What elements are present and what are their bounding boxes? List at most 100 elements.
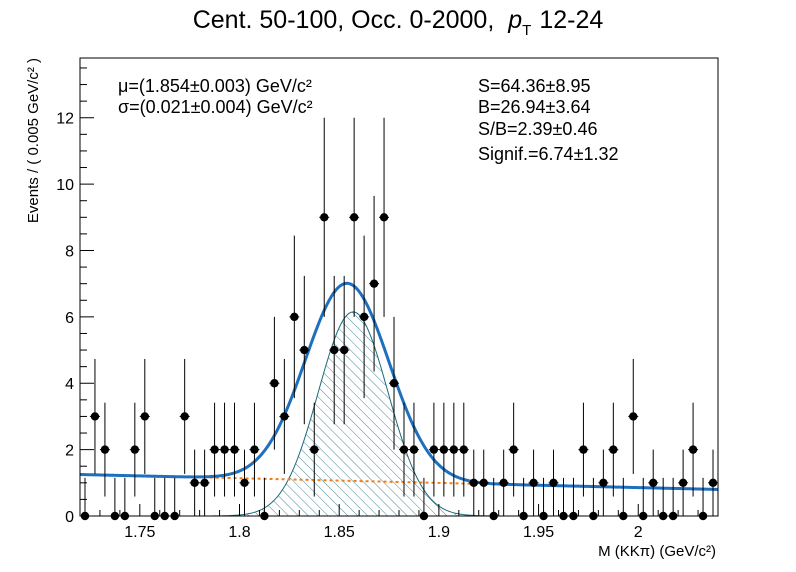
x-tick-label: 1.75	[124, 524, 155, 541]
data-marker	[649, 478, 658, 488]
data-marker	[579, 445, 588, 454]
data-point	[219, 402, 230, 497]
annotation-signal-yield: S=64.36±8.95	[478, 76, 590, 96]
data-marker	[429, 445, 439, 454]
annotation-mu: μ=(1.854±0.003) GeV/c²	[118, 76, 312, 96]
data-marker	[140, 412, 149, 421]
data-point	[698, 477, 709, 521]
total-fit-curve	[80, 281, 718, 491]
data-point	[408, 402, 419, 497]
data-point	[319, 117, 330, 317]
data-point	[189, 449, 200, 516]
data-point	[109, 477, 120, 521]
data-marker	[130, 445, 140, 454]
data-point	[279, 358, 290, 474]
data-point	[199, 449, 210, 516]
data-point	[259, 477, 270, 521]
data-marker	[439, 445, 449, 454]
data-marker	[290, 312, 299, 322]
data-point	[369, 195, 380, 372]
data-marker	[359, 312, 369, 322]
data-point	[478, 449, 489, 516]
data-point	[428, 402, 439, 497]
data-point	[628, 358, 639, 474]
data-marker	[678, 478, 688, 488]
data-marker	[409, 445, 419, 454]
data-marker	[180, 412, 189, 421]
data-marker	[459, 445, 468, 454]
annotation-s-over-b: S/B=2.39±0.46	[478, 119, 597, 139]
data-marker	[330, 345, 339, 355]
data-marker	[549, 478, 558, 488]
data-point	[548, 449, 559, 516]
data-point	[399, 402, 409, 497]
data-marker	[479, 478, 488, 488]
data-point	[179, 358, 190, 474]
data-marker	[369, 279, 379, 288]
data-point	[568, 477, 579, 521]
y-tick-label: 4	[65, 376, 74, 393]
data-marker	[230, 445, 239, 454]
data-marker	[300, 345, 309, 355]
data-marker	[599, 478, 608, 488]
data-marker	[509, 445, 518, 454]
x-tick-label: 1.85	[324, 524, 355, 541]
data-marker	[629, 412, 638, 421]
data-marker	[339, 345, 349, 355]
data-point	[468, 449, 479, 516]
data-point	[379, 117, 390, 317]
data-point	[688, 402, 699, 497]
data-point	[668, 477, 679, 521]
data-point	[289, 235, 300, 399]
x-tick-label: 1.8	[228, 524, 250, 541]
data-point	[169, 477, 180, 521]
data-point	[249, 402, 260, 497]
data-point	[438, 402, 449, 497]
x-tick-label: 2	[634, 524, 643, 541]
data-point	[638, 477, 649, 521]
data-point	[329, 275, 340, 425]
data-marker	[200, 478, 209, 488]
data-point	[269, 316, 280, 450]
data-point	[129, 402, 140, 497]
data-marker	[389, 379, 399, 388]
data-marker	[609, 445, 618, 454]
data-marker	[190, 478, 199, 488]
y-axis-label: Events / ( 0.005 GeV/c² )	[25, 58, 42, 223]
data-marker	[399, 445, 409, 454]
data-marker	[320, 213, 329, 222]
data-point	[119, 477, 130, 521]
data-point	[618, 477, 629, 521]
data-point	[448, 402, 459, 497]
data-point	[508, 402, 519, 497]
data-point	[139, 358, 150, 474]
data-point	[608, 402, 619, 497]
data-marker	[250, 445, 259, 454]
data-marker	[90, 412, 100, 421]
data-point	[89, 358, 100, 474]
data-point	[309, 402, 320, 497]
x-tick-label: 1.95	[523, 524, 554, 541]
data-marker	[469, 478, 478, 488]
data-marker	[349, 213, 359, 222]
y-tick-label: 12	[56, 111, 74, 128]
data-marker	[310, 445, 319, 454]
data-point	[658, 477, 669, 521]
data-point	[159, 477, 170, 521]
data-point	[458, 402, 469, 497]
data-marker	[499, 478, 508, 488]
data-marker	[100, 445, 110, 454]
data-point	[99, 402, 110, 497]
data-point	[239, 449, 250, 516]
chart-title: Cent. 50-100, Occ. 0-2000, pT 12-24	[0, 6, 796, 39]
data-point	[389, 316, 399, 450]
data-point	[349, 117, 360, 317]
data-point	[149, 477, 160, 521]
y-tick-label: 6	[65, 310, 74, 327]
data-marker	[688, 445, 698, 454]
data-point	[588, 477, 599, 521]
fit-annotations: μ=(1.854±0.003) GeV/c² σ=(0.021±0.004) G…	[118, 76, 618, 164]
y-tick-label: 8	[65, 243, 74, 260]
title-pt-range: 12-24	[539, 6, 604, 34]
